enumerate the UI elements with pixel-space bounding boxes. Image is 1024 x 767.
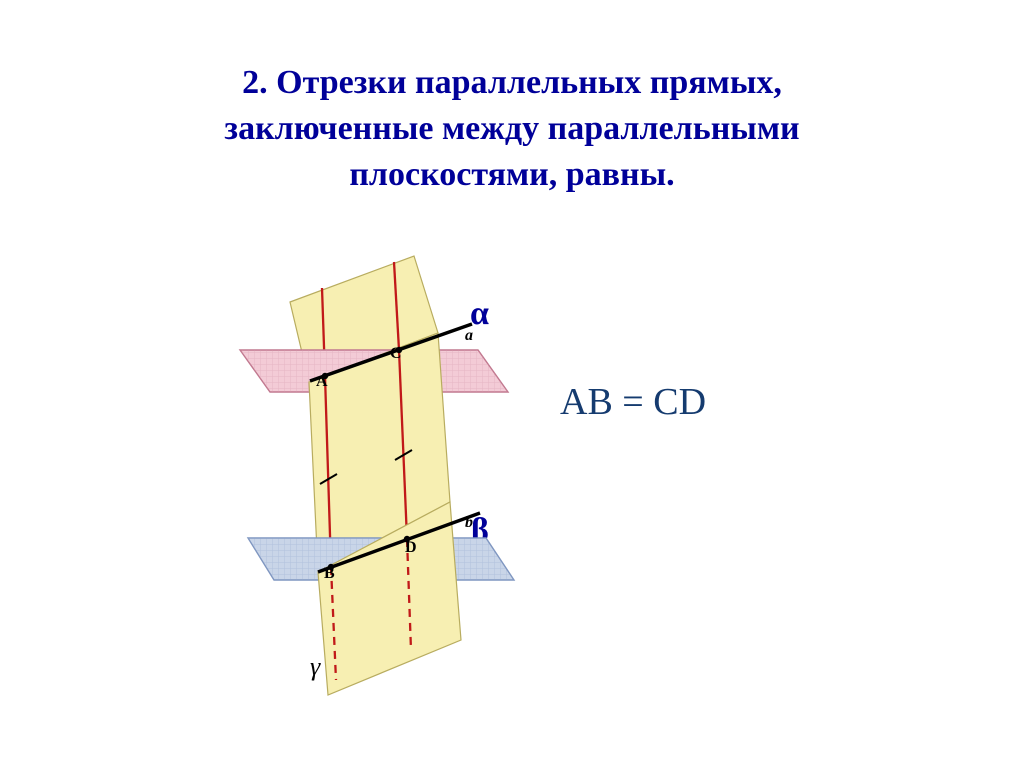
title-line3: плоскостями, равны.	[0, 152, 1024, 198]
geometry-diagram: A B C Da b γ	[218, 250, 548, 710]
svg-text:a: a	[465, 327, 473, 344]
title-line1: 2. Отрезки параллельных прямых,	[0, 60, 1024, 106]
svg-text:A: A	[316, 373, 328, 390]
svg-text:C: C	[390, 345, 402, 362]
equality-formula: AB = CD	[560, 380, 706, 424]
title-line2: заключенные между параллельными	[0, 106, 1024, 152]
theorem-title: 2. Отрезки параллельных прямых, заключен…	[0, 60, 1024, 198]
svg-text:γ: γ	[310, 652, 321, 681]
svg-text:b: b	[465, 514, 473, 531]
svg-text:B: B	[324, 565, 335, 582]
svg-text:D: D	[405, 539, 417, 556]
